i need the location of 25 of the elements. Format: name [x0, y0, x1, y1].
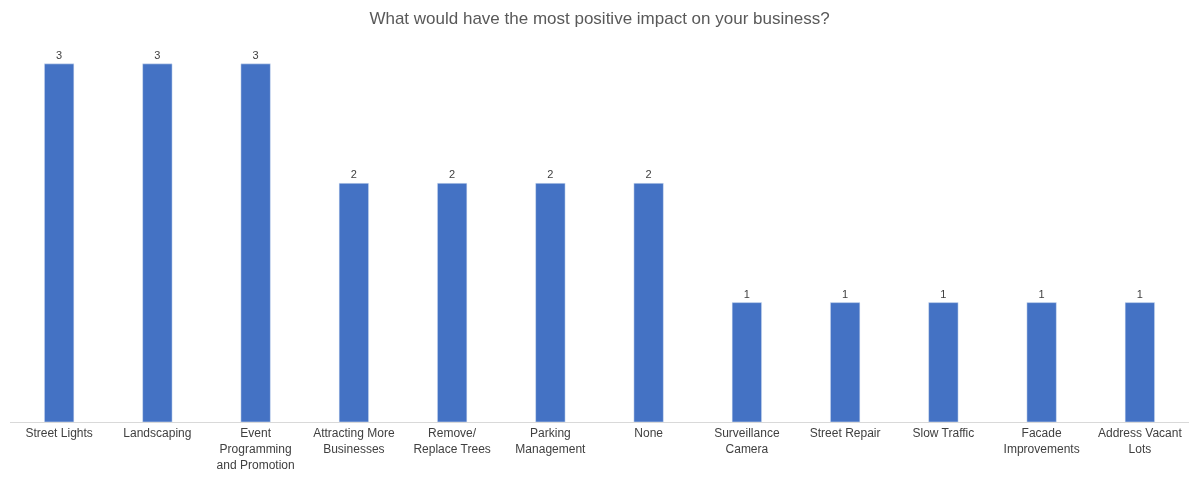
x-tick-label: Event Programming and Promotion	[216, 426, 295, 472]
chart-title: What would have the most positive impact on your business?	[369, 8, 830, 28]
data-label: 2	[449, 168, 456, 181]
x-tick-label: Parking Management	[515, 426, 587, 456]
data-label: 2	[350, 168, 357, 181]
data-label: 3	[154, 48, 161, 61]
x-tick-label: Street Lights	[25, 426, 93, 441]
x-tick-label: Surveillance Camera	[714, 426, 780, 456]
data-label: 2	[645, 168, 652, 181]
x-tick-label: None	[634, 426, 664, 441]
x-tick-label: Facade Improvements	[1003, 426, 1080, 456]
data-label: 1	[1136, 287, 1143, 300]
data-label: 3	[252, 48, 259, 61]
x-tick-label: Slow Traffic	[912, 426, 975, 441]
data-label: 2	[547, 168, 554, 181]
x-tick-label: Address Vacant Lots	[1097, 426, 1183, 456]
data-label: 3	[56, 48, 63, 61]
x-tick-label: Landscaping	[123, 426, 192, 441]
data-label: 1	[743, 287, 750, 300]
data-label: 1	[1038, 287, 1045, 300]
x-tick-label: Street Repair	[809, 426, 881, 441]
x-tick-label: Attracting More Businesses	[313, 426, 395, 456]
x-tick-label: Remove/ Replace Trees	[413, 426, 491, 456]
data-label: 1	[940, 287, 947, 300]
data-label: 1	[842, 287, 849, 300]
